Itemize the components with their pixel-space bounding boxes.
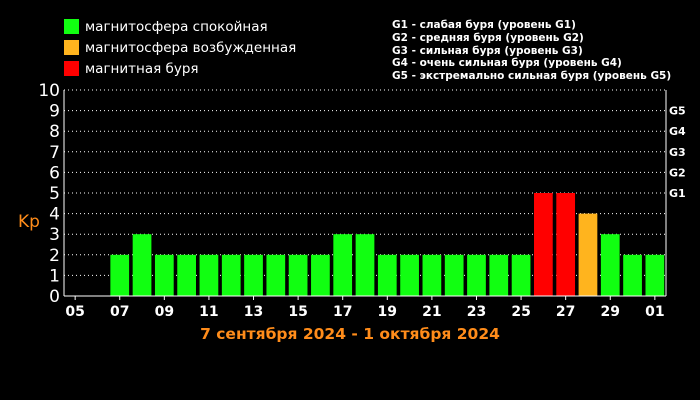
bar — [311, 254, 330, 296]
x-tick-label: 17 — [333, 304, 352, 320]
g-description-g2: G2 - средняя буря (уровень G2) — [392, 32, 584, 44]
x-tick-label: 11 — [199, 304, 218, 320]
date-range-label: 7 сентября 2024 - 1 октября 2024 — [200, 325, 500, 343]
bar — [400, 254, 419, 296]
x-tick-label: 23 — [467, 304, 486, 320]
x-tick-label: 09 — [155, 304, 174, 320]
x-tick-label: 07 — [110, 304, 129, 320]
bar — [511, 254, 531, 296]
g-level-descriptions: G1 - слабая буря (уровень G1) G2 - средн… — [392, 19, 671, 82]
legend-label-storm: магнитная буря — [85, 61, 199, 77]
x-tick-label: 25 — [511, 304, 530, 320]
y-tick-label: 9 — [49, 102, 60, 122]
y-tick-label: 7 — [49, 143, 60, 163]
bar — [244, 254, 263, 296]
bar — [132, 234, 152, 296]
g-description-g3: G3 - сильная буря (уровень G3) — [392, 45, 583, 57]
x-tick-label: 13 — [244, 304, 263, 320]
bar — [534, 193, 553, 296]
y-tick-label: 10 — [38, 81, 60, 101]
bar — [467, 254, 486, 296]
g-description-g4: G4 - очень сильная буря (уровень G4) — [392, 57, 622, 69]
y-tick-label: 4 — [49, 205, 60, 225]
legend-swatch-active — [64, 40, 79, 55]
y-tick-label: 5 — [49, 184, 60, 204]
g-level-axis-ticks: G1 G2 G3 G4 G5 — [669, 105, 686, 200]
g-level-tick-label: G4 — [669, 125, 686, 138]
y-tick-label: 6 — [49, 163, 60, 183]
bar — [422, 254, 442, 296]
g-description-g5: G5 - экстремально сильная буря (уровень … — [392, 70, 671, 82]
y-tick-label: 0 — [49, 287, 60, 307]
legend-swatch-quiet — [64, 19, 79, 34]
x-tick-label: 01 — [645, 304, 664, 320]
bar — [645, 254, 665, 296]
bar — [333, 234, 353, 296]
bar — [221, 254, 241, 296]
y-tick-label: 8 — [49, 122, 60, 142]
bar — [377, 254, 397, 296]
bar — [444, 254, 464, 296]
y-tick-label: 3 — [49, 225, 60, 245]
bar — [578, 213, 598, 296]
legend: магнитосфера спокойная магнитосфера возб… — [64, 19, 296, 77]
g-level-tick-label: G1 — [669, 187, 686, 200]
y-axis-label: Kp — [18, 212, 40, 232]
y-tick-label: 1 — [49, 266, 60, 286]
bars — [110, 193, 665, 296]
bar — [600, 234, 620, 296]
y-tick-label: 2 — [49, 246, 60, 266]
g-level-tick-label: G3 — [669, 146, 686, 159]
legend-label-active: магнитосфера возбужденная — [85, 40, 296, 56]
legend-swatch-storm — [64, 61, 79, 76]
g-description-g1: G1 - слабая буря (уровень G1) — [392, 19, 576, 31]
bar — [199, 254, 219, 296]
x-axis-ticks: 05 07 09 11 13 15 17 19 21 23 25 27 29 01 — [65, 296, 665, 320]
x-tick-label: 27 — [556, 304, 575, 320]
bar — [288, 254, 308, 296]
bar — [556, 193, 576, 296]
x-tick-label: 19 — [378, 304, 397, 320]
g-level-tick-label: G5 — [669, 105, 686, 118]
bar — [489, 254, 509, 296]
x-tick-label: 15 — [288, 304, 307, 320]
x-tick-label: 29 — [601, 304, 620, 320]
bar — [110, 254, 130, 296]
legend-label-quiet: магнитосфера спокойная — [85, 19, 268, 35]
g-level-tick-label: G2 — [669, 166, 686, 179]
bar — [355, 234, 375, 296]
x-tick-label: 21 — [422, 304, 441, 320]
bar — [177, 254, 196, 296]
bar — [623, 254, 642, 296]
bar — [154, 254, 174, 296]
x-tick-label: 05 — [65, 304, 84, 320]
bar — [266, 254, 286, 296]
